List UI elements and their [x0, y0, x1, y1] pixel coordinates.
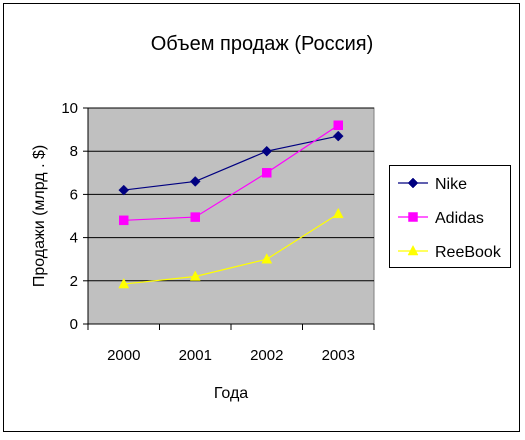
legend-label: Nike	[435, 176, 467, 193]
data-point-adidas	[119, 215, 129, 226]
legend-item-reebook: ReeBook	[398, 244, 502, 261]
data-point-reebook	[261, 253, 273, 264]
legend-marker-nike	[407, 177, 419, 189]
data-point-reebook	[118, 278, 130, 289]
y-tick-label: 6	[70, 186, 78, 203]
y-axis-title: Продажи (млрд . $)	[31, 145, 48, 287]
y-tick-label: 10	[61, 100, 78, 117]
series-line-reebook	[123, 213, 339, 285]
series-group	[118, 120, 344, 289]
data-point-nike	[332, 130, 344, 142]
legend: Nike Adidas ReeBook	[398, 176, 502, 261]
y-tick-labels: 0 2 4 6 8 10	[61, 100, 78, 333]
plot-area	[87, 107, 375, 325]
legend-marker-adidas	[408, 212, 418, 222]
series-line-nike	[123, 135, 339, 191]
y-tick-label: 0	[70, 316, 78, 333]
series-reebook	[118, 207, 344, 289]
x-tick-labels: 2000 2001 2002 2003	[107, 347, 355, 364]
series-adidas	[119, 120, 343, 226]
legend-item-nike: Nike	[398, 176, 467, 193]
x-tick-label: 2002	[250, 347, 283, 364]
chart-title: Объем продаж (Россия)	[151, 33, 374, 55]
axes	[83, 107, 375, 330]
y-tick-label: 4	[70, 230, 78, 247]
data-point-nike	[189, 176, 201, 187]
y-tick-label: 8	[70, 143, 78, 160]
data-point-nike	[118, 184, 130, 196]
data-point-reebook	[332, 207, 344, 219]
legend-item-adidas: Adidas	[398, 210, 484, 227]
x-axis-title: Года	[214, 385, 248, 402]
data-point-adidas	[190, 212, 200, 222]
data-point-nike	[261, 145, 273, 157]
legend-label: ReeBook	[435, 244, 502, 261]
gridlines	[88, 107, 374, 282]
series-nike	[118, 130, 344, 196]
x-tick-label: 2000	[107, 347, 140, 364]
x-tick-label: 2003	[322, 347, 355, 364]
x-tick-label: 2001	[179, 347, 212, 364]
legend-marker-reebook	[407, 244, 419, 256]
series-line-adidas	[123, 124, 339, 221]
data-point-adidas	[262, 168, 272, 178]
data-point-reebook	[189, 270, 201, 281]
legend-label: Adidas	[435, 210, 484, 227]
data-point-adidas	[333, 120, 343, 131]
y-tick-label: 2	[70, 273, 78, 290]
